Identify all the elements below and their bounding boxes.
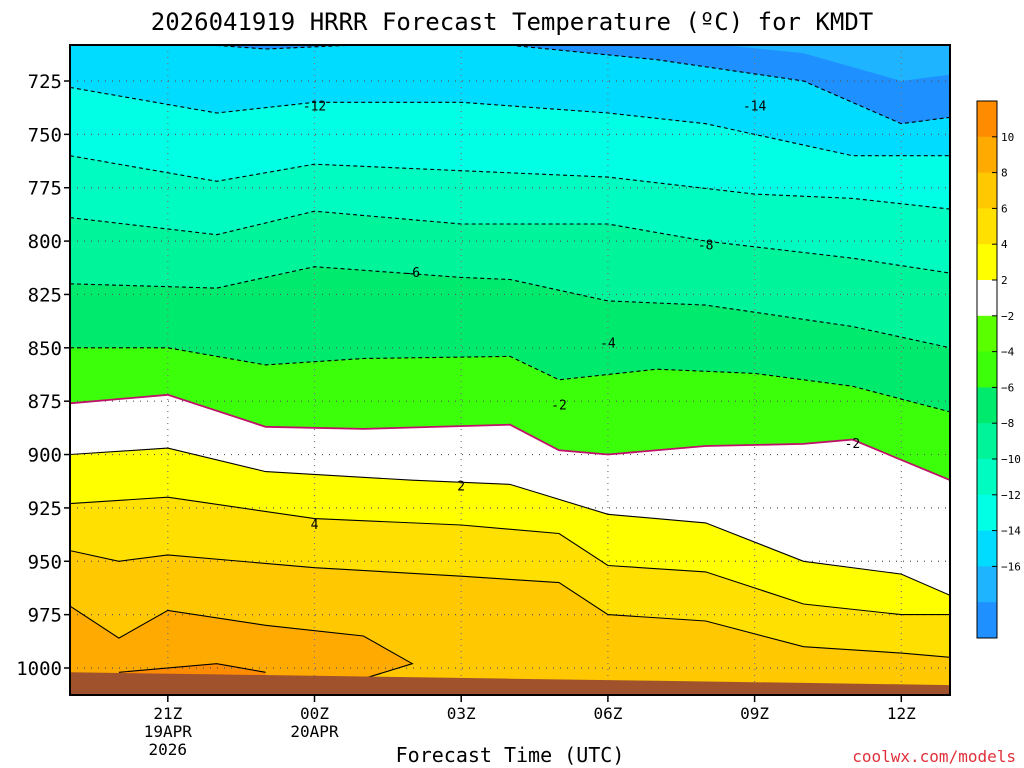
colorbar-band bbox=[977, 101, 997, 138]
contour-label: 2 bbox=[457, 480, 465, 495]
x-tick-sublabel: 2026 bbox=[149, 740, 188, 759]
y-tick-label: 900 bbox=[28, 445, 62, 467]
y-tick-label: 725 bbox=[28, 71, 62, 93]
y-tick-label: 750 bbox=[28, 124, 62, 146]
contour-label: -2 bbox=[551, 398, 567, 413]
y-tick-label: 800 bbox=[28, 231, 62, 253]
x-tick-sublabel: 20APR bbox=[290, 722, 339, 741]
contour-label: -8 bbox=[698, 238, 714, 253]
contour-label: -14 bbox=[743, 100, 767, 115]
x-tick-label: 06Z bbox=[593, 704, 622, 723]
plot-frame bbox=[69, 44, 951, 696]
x-tick-sublabel: 19APR bbox=[144, 722, 193, 741]
colorbar-label: −2 bbox=[1001, 310, 1014, 323]
contour-label: -2 bbox=[845, 437, 861, 452]
colorbar-label: −6 bbox=[1001, 381, 1014, 394]
colorbar-band bbox=[977, 387, 997, 424]
isotherm-line bbox=[70, 393, 950, 482]
colorbar-label: 6 bbox=[1001, 202, 1008, 215]
fill-band-8 bbox=[70, 606, 413, 690]
isotherm-line bbox=[70, 496, 950, 616]
colorbar-label: −8 bbox=[1001, 417, 1014, 430]
y-tick-label: 975 bbox=[28, 605, 62, 627]
fill-band-minus-16 bbox=[722, 45, 950, 81]
contour-label: -6 bbox=[404, 266, 420, 281]
colorbar-band bbox=[977, 602, 997, 639]
colorbar-band bbox=[977, 136, 997, 174]
x-tick-label: 03Z bbox=[447, 704, 476, 723]
colorbar-label: −10 bbox=[1001, 453, 1021, 466]
y-tick-label: 775 bbox=[28, 178, 62, 200]
colorbar-band bbox=[977, 351, 997, 388]
isotherm-line bbox=[70, 605, 414, 680]
isotherm-line bbox=[118, 663, 266, 673]
colorbar-label: −12 bbox=[1001, 489, 1021, 502]
colorbar-label: −16 bbox=[1001, 560, 1021, 573]
colorbar-band bbox=[977, 530, 997, 567]
colorbar-band bbox=[977, 280, 997, 317]
y-tick-label: 925 bbox=[28, 498, 62, 520]
x-tick-label: 21Z bbox=[153, 704, 182, 723]
colorbar-band bbox=[977, 494, 997, 532]
colorbar-label: 10 bbox=[1001, 131, 1014, 144]
isotherm-line bbox=[203, 45, 950, 125]
ground-surface bbox=[70, 672, 950, 695]
y-tick-label: 950 bbox=[28, 551, 62, 573]
colorbar-band bbox=[977, 244, 997, 281]
x-axis-label: Forecast Time (UTC) bbox=[396, 743, 625, 767]
isotherm-line bbox=[70, 86, 950, 157]
chart-title: 2026041919 HRRR Forecast Temperature (ºC… bbox=[151, 8, 873, 36]
colorbar-band bbox=[977, 459, 997, 496]
colorbar-label: −14 bbox=[1001, 525, 1021, 538]
y-axis: 725 750 775 800 825 850 875 900 925 950 975 1000 bbox=[16, 71, 70, 680]
isotherm-line bbox=[70, 347, 950, 413]
colorbar-band bbox=[977, 315, 997, 353]
isotherm-line bbox=[70, 210, 950, 274]
contour-label: -12 bbox=[303, 100, 326, 115]
colorbar-band bbox=[977, 172, 997, 209]
y-tick-label: 875 bbox=[28, 391, 62, 413]
isotherm-line bbox=[70, 550, 950, 658]
colorbar-frame bbox=[976, 100, 998, 639]
y-tick-label: 1000 bbox=[16, 658, 62, 680]
y-tick-label: 825 bbox=[28, 284, 62, 306]
x-tick-label: 12Z bbox=[887, 704, 916, 723]
colorbar-band bbox=[977, 423, 997, 460]
y-tick-label: 850 bbox=[28, 338, 62, 360]
credit-text: coolwx.com/models bbox=[852, 747, 1016, 766]
colorbar-band bbox=[977, 208, 997, 245]
isotherm-line bbox=[70, 266, 950, 349]
colorbar-label: 4 bbox=[1001, 238, 1008, 251]
contour-label: -4 bbox=[600, 337, 616, 352]
plot-area: -12 -14 -8 -6 -4 -2 -2 2 4 bbox=[70, 45, 950, 695]
colorbar-label: −4 bbox=[1001, 346, 1015, 359]
x-tick-label: 09Z bbox=[740, 704, 769, 723]
isotherm-line bbox=[70, 155, 950, 210]
contour-label: 4 bbox=[311, 518, 319, 533]
colorbar: 10 8 6 4 2 −2 −4 −6 −8 −10 −12 −14 −16 bbox=[976, 100, 1021, 639]
colorbar-label: 8 bbox=[1001, 167, 1008, 180]
isotherm-line bbox=[70, 447, 950, 596]
colorbar-band bbox=[977, 566, 997, 603]
x-tick-label: 00Z bbox=[300, 704, 329, 723]
colorbar-label: 2 bbox=[1001, 274, 1008, 287]
